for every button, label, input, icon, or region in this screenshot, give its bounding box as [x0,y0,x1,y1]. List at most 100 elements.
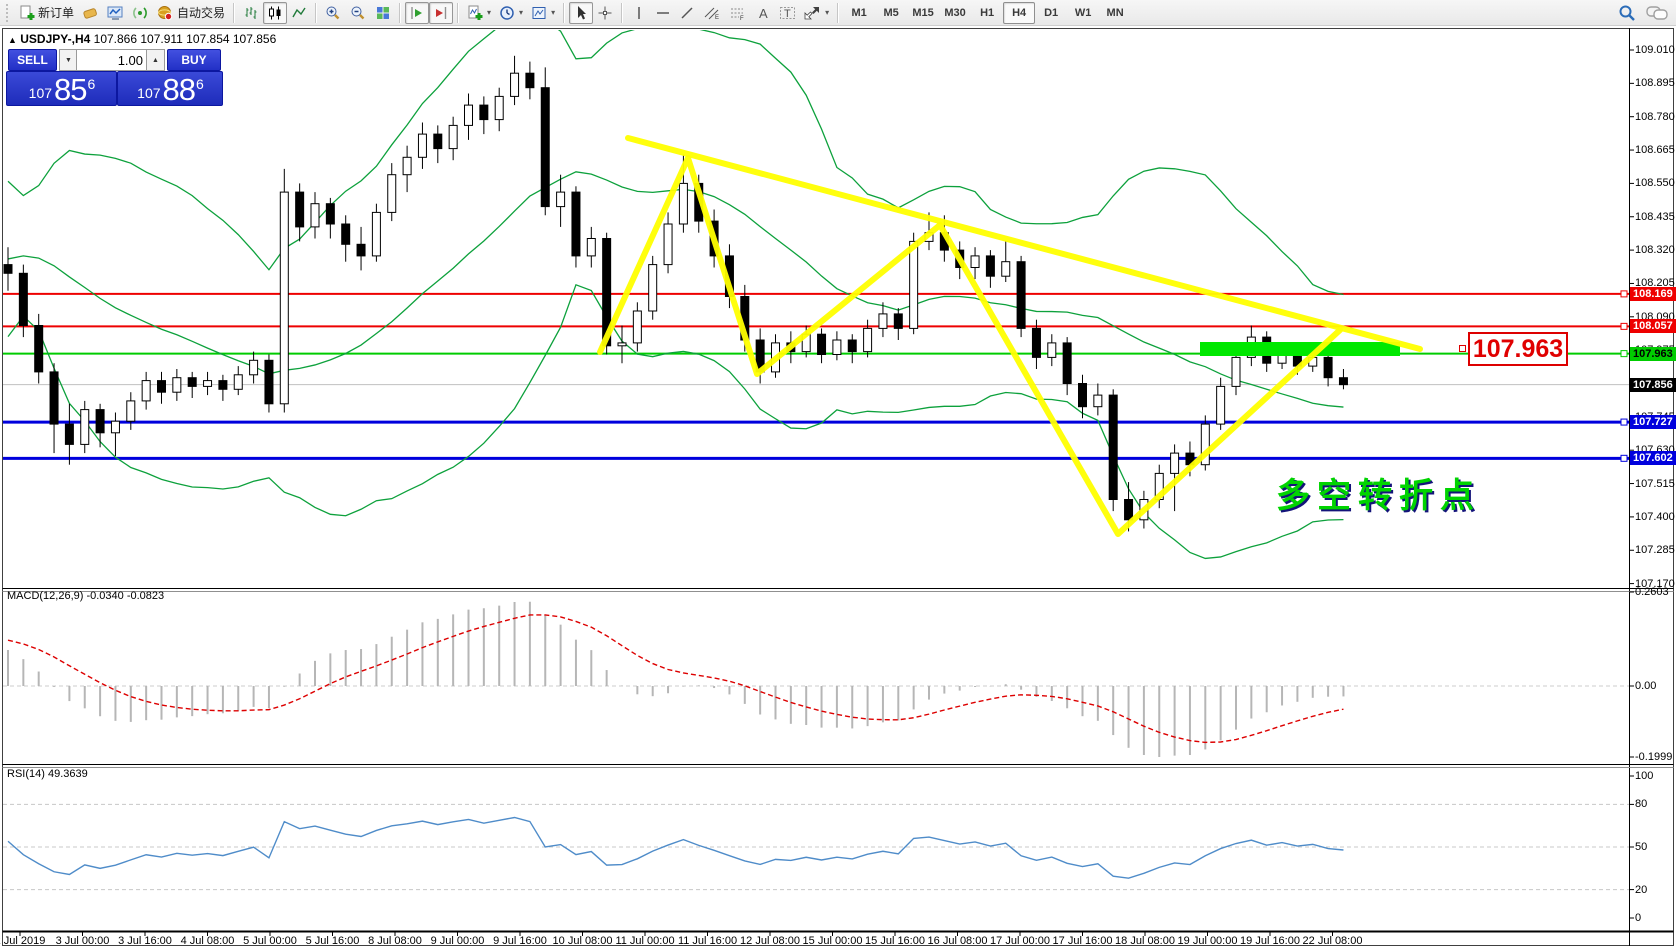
buy-price-panel[interactable]: 107 88 6 [117,71,223,106]
chart-shift-icon [436,6,447,19]
chart-shift-button[interactable] [429,1,454,24]
zoom-out-button[interactable] [346,2,371,24]
indicators-button[interactable]: ▾ [463,2,495,24]
auto-trading-icon [158,5,173,20]
timeframe-m30[interactable]: M30 [944,6,966,19]
rsi-tick-80: 80 [1635,798,1648,811]
collapse-arrow-icon[interactable]: ▲ [8,35,17,45]
toolbar-separator [621,2,624,23]
price-level-badge-107.963: 107.963 [1630,346,1676,361]
toolbar-separator [837,2,840,23]
arrows-tool[interactable]: ▾ [800,2,833,24]
auto-trading-button[interactable]: 自动交易 [153,2,229,24]
price-tick-108.780: 108.780 [1635,110,1675,123]
candlestick-chart-icon [269,6,281,19]
rsi-tick-0: 0 [1635,912,1642,924]
arrows-icon [804,6,820,19]
date-label: 2 Jul 2019 [0,935,46,947]
tile-windows-button[interactable] [371,2,395,24]
svg-text:T: T [784,8,791,20]
toolbar-separator [563,2,566,23]
trendline-tool[interactable] [675,2,699,24]
tile-windows-icon [377,6,390,19]
price-tick-109.010: 109.010 [1635,44,1675,56]
price-level-badge-108.169: 108.169 [1630,286,1676,301]
text-label-tool[interactable]: T [775,2,800,24]
periods-caret[interactable]: ▾ [519,8,524,17]
sell-button[interactable]: SELL [8,49,57,71]
chinese-annotation[interactable]: 多空转折点 [1276,477,1481,515]
crosshair-icon [598,6,612,19]
date-label: 16 Jul 08:00 [927,935,988,947]
monitor-chart-icon [107,6,123,20]
timeframe-w1[interactable]: W1 [1074,6,1092,19]
date-label: 11 Jul 16:00 [677,935,738,947]
macd-tick-0.2603: 0.2603 [1635,586,1669,598]
cursor-tool-button[interactable] [569,1,594,24]
line-chart-icon [292,7,306,17]
clock-icon [500,5,514,20]
zoom-in-button[interactable] [321,2,346,24]
line-chart-button[interactable] [287,2,311,24]
buy-button[interactable]: BUY [167,49,221,71]
signal-icon [133,6,147,19]
indicators-caret[interactable]: ▾ [487,8,492,17]
date-label: 5 Jul 16:00 [305,935,360,947]
macd-tick-0.00: 0.00 [1635,680,1657,692]
new-order-label: 新订单 [38,6,75,20]
periods-button[interactable]: ▾ [495,2,527,24]
horizontal-line-tool[interactable] [651,2,675,24]
template-icon [532,6,546,19]
svg-text:F: F [740,16,744,21]
chat-icon[interactable] [1646,4,1668,22]
fibonacci-tool[interactable]: F [725,2,751,24]
rsi-tick-100: 100 [1635,770,1654,782]
callout-anchor-handle[interactable] [1459,345,1466,352]
price-tick-107.400: 107.400 [1635,510,1675,523]
vertical-line-icon [638,6,640,19]
channel-tool[interactable]: E [699,2,725,24]
toolbar-separator [315,2,318,23]
new-order-button[interactable]: 新订单 [15,2,78,24]
market-watch-button[interactable] [103,2,128,24]
volume-up-button[interactable]: ▲ [146,49,165,71]
zoom-in-icon [326,6,340,19]
templates-button[interactable]: ▾ [527,2,559,24]
horizontal-line-icon [657,11,670,14]
sell-price-prefix: 107 [28,85,53,101]
timeframe-m15[interactable]: M15 [912,6,934,19]
trendline-icon [681,6,693,19]
timeframe-mn[interactable]: MN [1106,6,1124,19]
sell-price-panel[interactable]: 107 85 6 [6,71,117,106]
timeframe-m1[interactable]: M1 [851,6,867,19]
date-label: 17 Jul 16:00 [1052,935,1113,947]
current-price-badge: 107.856 [1630,377,1676,392]
buy-price-prefix: 107 [137,85,161,101]
price-tick-107.515: 107.515 [1635,477,1675,490]
date-label: 9 Jul 00:00 [430,935,485,947]
volume-input[interactable] [76,49,150,71]
candlestick-chart-button[interactable] [263,1,288,24]
search-icon[interactable] [1618,4,1636,22]
timeframe-d1[interactable]: D1 [1044,6,1059,19]
price-callout-box[interactable]: 107.963 [1468,332,1568,366]
timeframe-m5[interactable]: M5 [883,6,899,19]
chart-window-button[interactable] [78,2,103,24]
date-label: 3 Jul 00:00 [55,935,110,947]
crosshair-tool-button[interactable] [593,2,617,24]
text-tool[interactable]: A [751,2,775,24]
arrows-caret[interactable]: ▾ [825,8,830,17]
indicators-icon [468,5,483,20]
vertical-line-tool[interactable] [627,2,651,24]
date-label: 4 Jul 08:00 [180,935,235,947]
date-label: 12 Jul 08:00 [740,935,800,947]
auto-scroll-button[interactable] [405,1,430,24]
price-tick-108.435: 108.435 [1635,210,1675,223]
templates-caret[interactable]: ▾ [551,8,556,17]
bar-chart-button[interactable] [239,2,263,24]
timeframe-h4[interactable]: H4 [1003,1,1036,24]
timeframe-h1[interactable]: H1 [980,6,995,19]
auto-scroll-icon [411,6,423,19]
price-tick-108.665: 108.665 [1635,144,1675,157]
signal-button[interactable] [128,2,153,24]
